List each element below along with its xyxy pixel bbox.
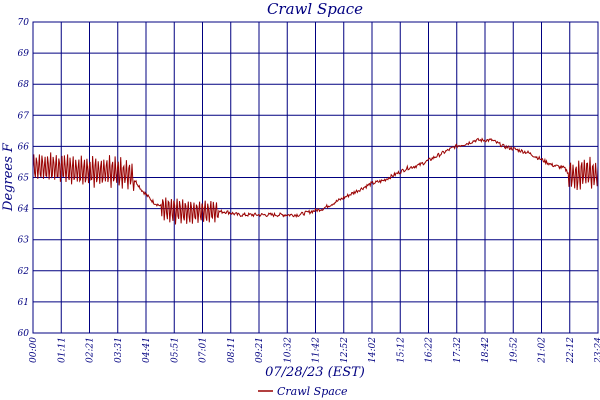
x-tick-label: 08:11 (227, 337, 237, 363)
y-tick-label: 68 (18, 80, 30, 90)
x-tick-label: 02:21 (86, 337, 96, 363)
y-axis-title: Degrees F (1, 142, 16, 212)
x-tick-label: 10:32 (283, 337, 293, 363)
y-tick-label: 60 (18, 329, 30, 339)
x-tick-label: 04:41 (142, 337, 152, 363)
y-tick-labels: 60 61 62 63 64 65 66 67 68 69 70 (18, 18, 30, 339)
y-tick-label: 62 (18, 267, 30, 277)
y-tick-label: 65 (18, 174, 30, 184)
x-tick-label: 09:21 (255, 337, 265, 363)
series-layer (32, 137, 599, 225)
y-tick-label: 70 (18, 18, 30, 28)
x-tick-label: 01:11 (57, 337, 67, 363)
y-tick-label: 69 (18, 49, 30, 59)
x-tick-label: 21:02 (538, 337, 548, 364)
x-tick-label: 18:42 (481, 337, 491, 363)
x-tick-label: 16:22 (425, 337, 435, 363)
y-tick-label: 63 (18, 236, 30, 246)
x-tick-label: 22:12 (566, 337, 576, 364)
y-tick-label: 61 (18, 298, 29, 308)
plot-frame (32, 21, 599, 334)
x-tick-label: 11:42 (312, 337, 322, 363)
x-tick-label: 19:52 (509, 337, 519, 363)
y-tick-label: 67 (18, 111, 30, 121)
x-tick-labels: 00:00 01:11 02:21 03:31 04:41 05:51 07:01 08:11… (29, 337, 600, 364)
x-tick-label: 23:24 (594, 337, 600, 364)
x-tick-label: 00:00 (29, 337, 39, 363)
x-tick-label: 05:51 (170, 337, 180, 363)
legend-label: Crawl Space (277, 385, 348, 398)
x-tick-label: 12:52 (340, 337, 350, 363)
chart-title: Crawl Space (267, 0, 363, 18)
x-tick-label: 17:32 (453, 337, 463, 363)
x-tick-label: 03:31 (114, 337, 124, 363)
series-line-crawl-space (32, 137, 599, 225)
x-tick-label: 07:01 (199, 337, 209, 363)
y-tick-label: 64 (18, 205, 30, 215)
x-tick-label: 15:12 (396, 337, 406, 363)
x-tick-label: 14:02 (368, 337, 378, 363)
grid (32, 21, 599, 334)
x-axis-title: 07/28/23 (EST) (265, 365, 365, 380)
y-tick-label: 66 (18, 142, 30, 152)
legend: Crawl Space (258, 385, 348, 398)
